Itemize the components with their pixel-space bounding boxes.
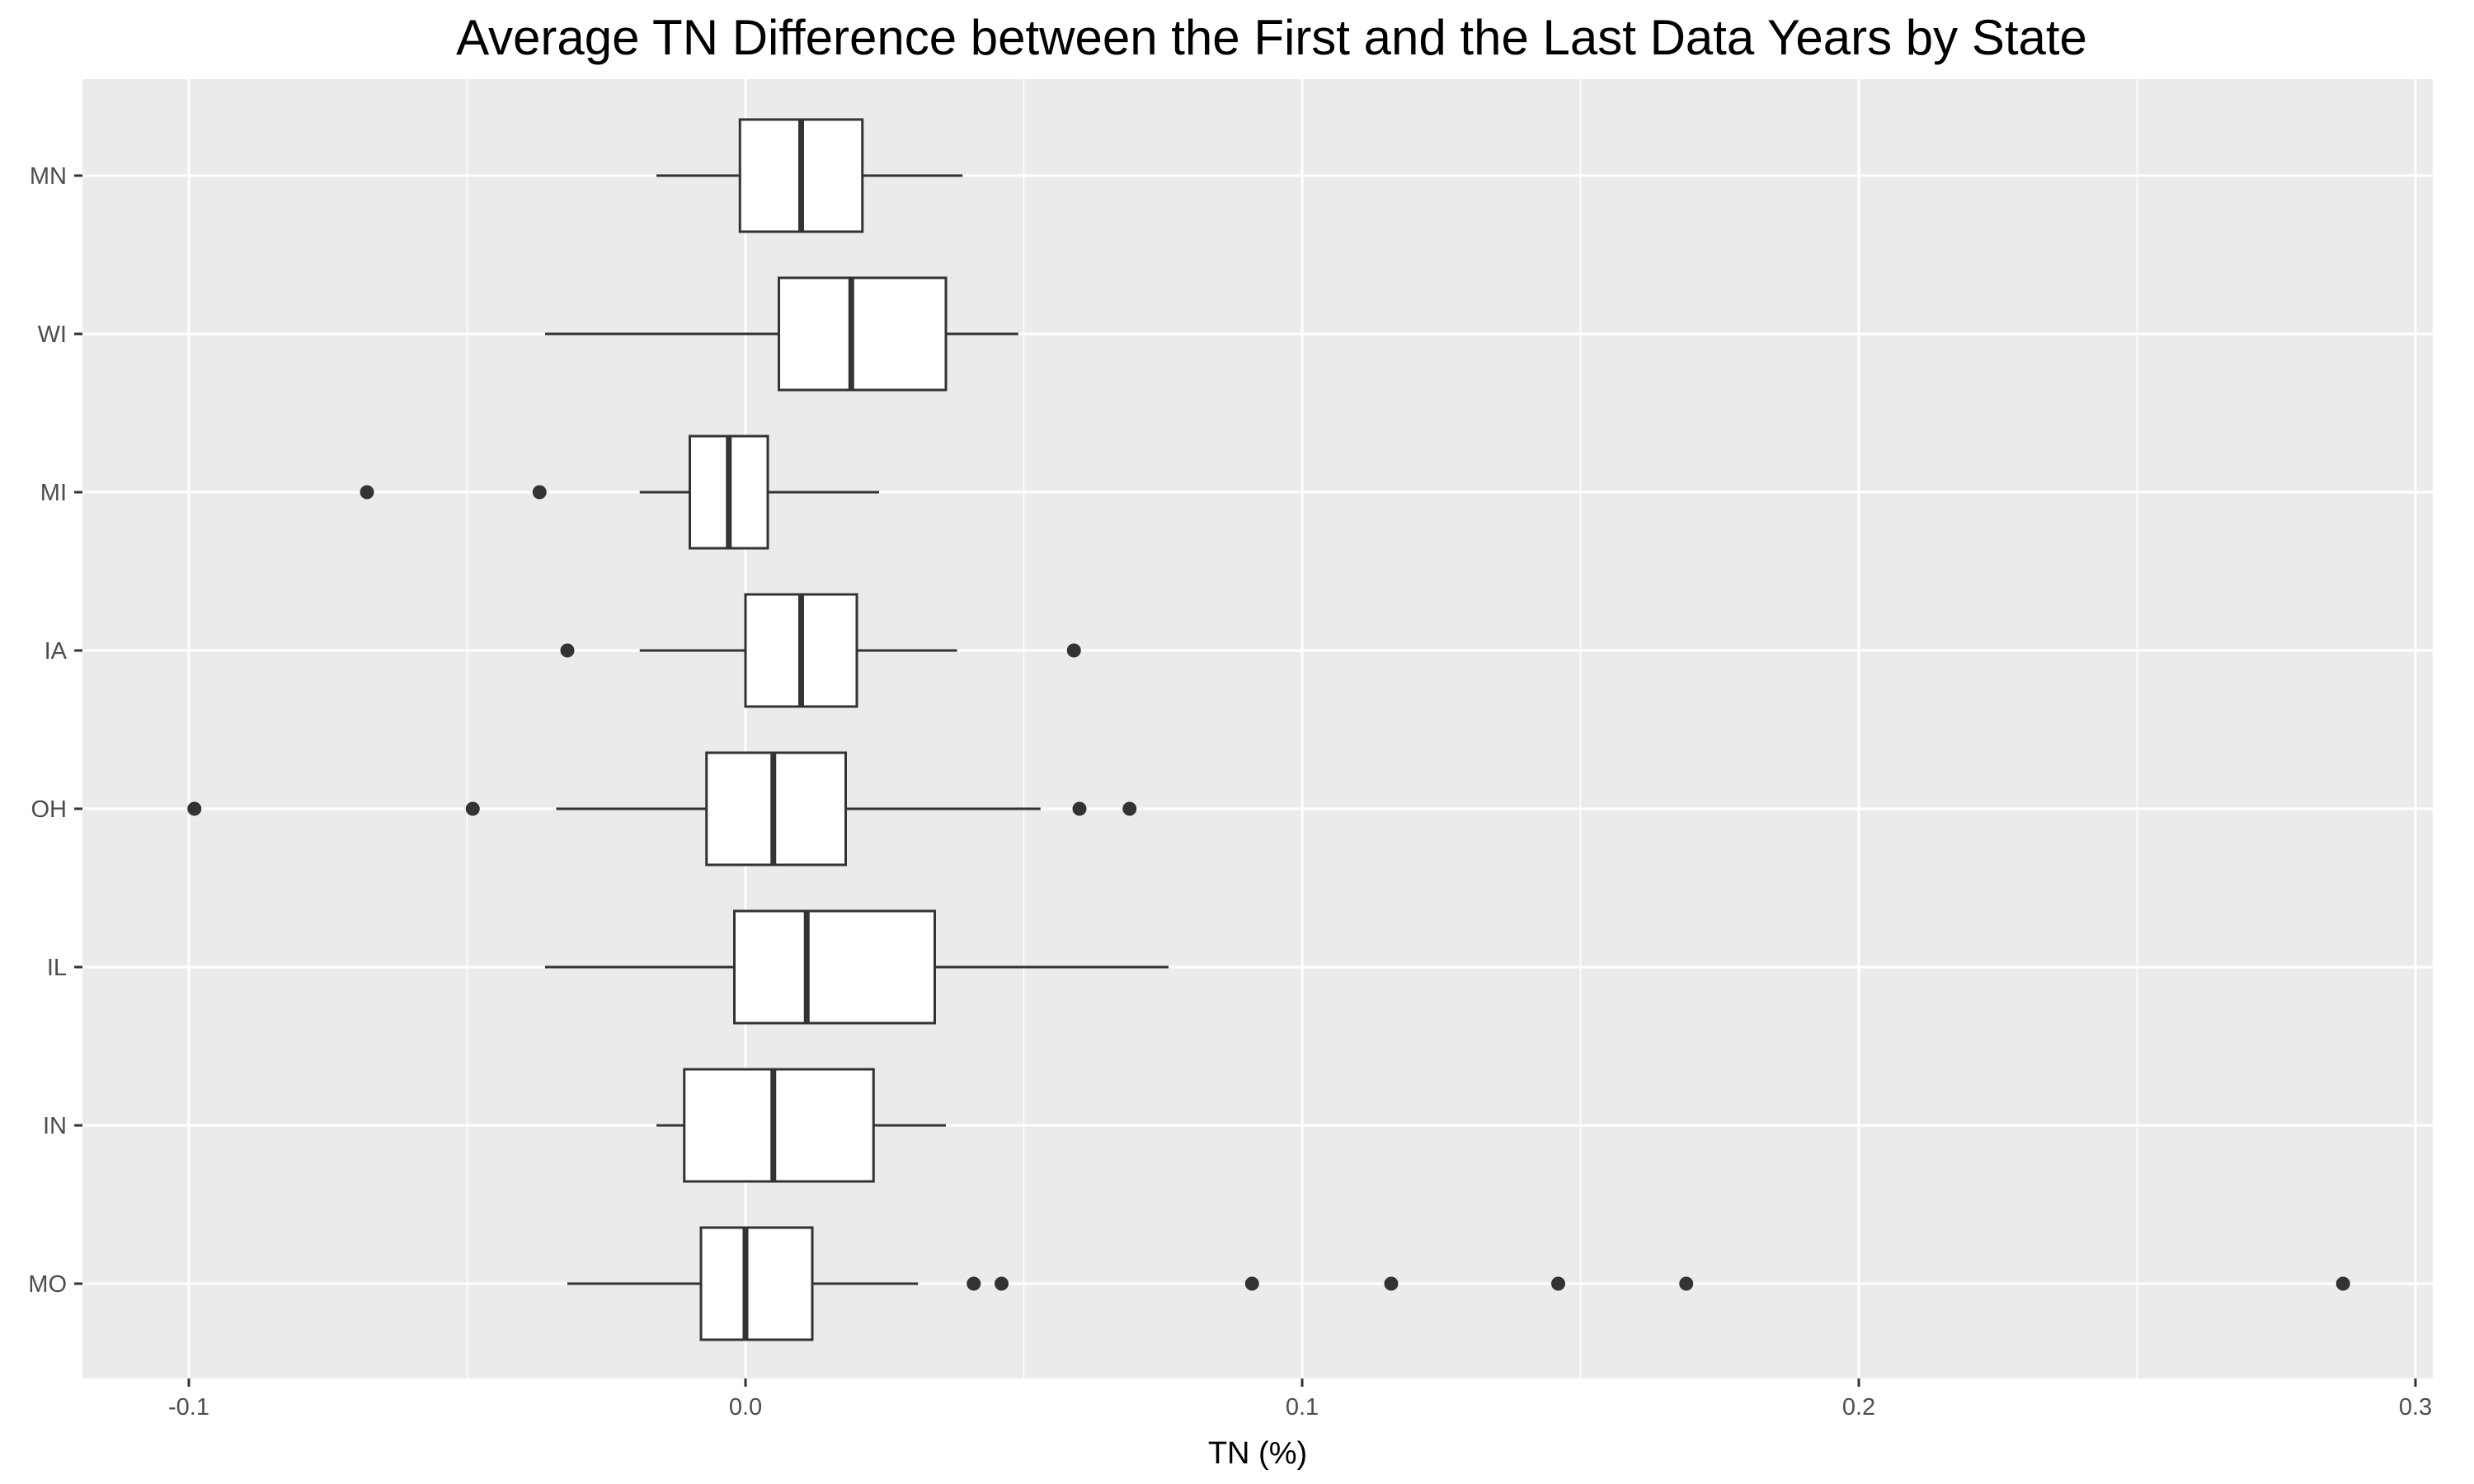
- box-mn: [656, 118, 963, 233]
- outlier-mo: [2335, 1276, 2350, 1291]
- x-tick-label: 0.2: [1842, 1394, 1875, 1421]
- outlier-oh: [1122, 801, 1137, 816]
- chart-title: Average TN Difference between the First …: [456, 10, 2087, 65]
- outlier-oh: [465, 801, 480, 816]
- outlier-ia: [560, 643, 575, 658]
- plot-panel: [82, 79, 2433, 1378]
- box-mo: [567, 1226, 2350, 1341]
- box-ia: [560, 593, 1081, 708]
- y-axis: MN WI MI IA OH IL IN MO: [28, 163, 82, 1298]
- outlier-mi: [360, 485, 374, 500]
- x-tick-label: 0.3: [2399, 1394, 2432, 1421]
- outlier-oh: [187, 801, 202, 816]
- iqr-box-mo: [699, 1226, 814, 1341]
- y-tick-label-ia: IA: [45, 638, 68, 665]
- box-wi: [545, 276, 1018, 392]
- box-mi: [360, 434, 879, 550]
- y-tick-label-mo: MO: [28, 1271, 67, 1298]
- iqr-box-in: [683, 1068, 875, 1183]
- outlier-mo: [1384, 1276, 1399, 1291]
- x-axis: -0.1 0.0 0.1 0.2 0.3: [168, 1378, 2432, 1421]
- y-tick-label-il: IL: [47, 955, 67, 981]
- y-tick-label-mi: MI: [40, 480, 67, 506]
- box-in: [656, 1068, 946, 1183]
- box-oh: [187, 751, 1137, 866]
- outlier-mo: [1679, 1276, 1694, 1291]
- outlier-mo: [1244, 1276, 1259, 1291]
- boxplot-series: [187, 118, 2350, 1341]
- iqr-box-il: [733, 909, 936, 1025]
- y-tick-label-mn: MN: [30, 163, 67, 190]
- iqr-box-wi: [778, 276, 948, 392]
- y-tick-label-in: IN: [43, 1113, 67, 1139]
- box-il: [545, 909, 1169, 1025]
- x-tick-label: -0.1: [168, 1394, 209, 1421]
- grid-minor: [466, 79, 2138, 1378]
- y-tick-label-wi: WI: [38, 322, 67, 348]
- outlier-mo: [995, 1276, 1009, 1291]
- outlier-mo: [967, 1276, 981, 1291]
- outlier-oh: [1072, 801, 1087, 816]
- x-tick-label: 0.1: [1286, 1394, 1319, 1421]
- y-tick-label-oh: OH: [31, 796, 68, 823]
- outlier-mo: [1551, 1276, 1565, 1291]
- x-tick-label: 0.0: [729, 1394, 762, 1421]
- outlier-ia: [1066, 643, 1081, 658]
- x-axis-title: TN (%): [1208, 1436, 1307, 1471]
- outlier-mi: [532, 485, 547, 500]
